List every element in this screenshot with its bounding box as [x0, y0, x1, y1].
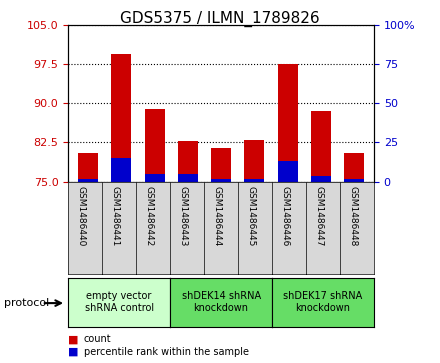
Bar	[211, 148, 231, 182]
Bar	[211, 179, 231, 182]
Bar	[278, 65, 297, 182]
Text: shDEK17 shRNA
knockdown: shDEK17 shRNA knockdown	[283, 291, 363, 313]
Bar	[78, 179, 98, 182]
Text: protocol: protocol	[4, 298, 50, 308]
Bar	[145, 109, 165, 182]
Bar	[111, 54, 132, 182]
Text: GSM1486441: GSM1486441	[110, 186, 119, 246]
Text: GSM1486444: GSM1486444	[212, 186, 221, 246]
Text: shDEK14 shRNA
knockdown: shDEK14 shRNA knockdown	[182, 291, 260, 313]
Text: GSM1486447: GSM1486447	[314, 186, 323, 246]
Bar	[78, 153, 98, 182]
Bar	[244, 179, 264, 182]
Text: GSM1486440: GSM1486440	[76, 186, 85, 246]
Text: percentile rank within the sample: percentile rank within the sample	[84, 347, 249, 357]
Bar	[344, 179, 364, 182]
Text: GSM1486445: GSM1486445	[246, 186, 255, 246]
Text: ■: ■	[68, 347, 79, 357]
Bar	[311, 176, 331, 182]
Text: GSM1486442: GSM1486442	[144, 186, 153, 246]
Text: GSM1486443: GSM1486443	[178, 186, 187, 246]
Text: count: count	[84, 334, 111, 344]
Bar	[244, 140, 264, 182]
Bar	[278, 161, 297, 182]
Text: empty vector
shRNA control: empty vector shRNA control	[84, 291, 154, 313]
Text: GSM1486448: GSM1486448	[348, 186, 357, 246]
Bar	[311, 111, 331, 182]
Text: GSM1486446: GSM1486446	[280, 186, 289, 246]
Bar	[178, 141, 198, 182]
Bar	[178, 174, 198, 182]
Text: GDS5375 / ILMN_1789826: GDS5375 / ILMN_1789826	[120, 11, 320, 27]
Bar	[344, 153, 364, 182]
Bar	[111, 158, 132, 182]
Bar	[145, 174, 165, 182]
Text: ■: ■	[68, 334, 79, 344]
